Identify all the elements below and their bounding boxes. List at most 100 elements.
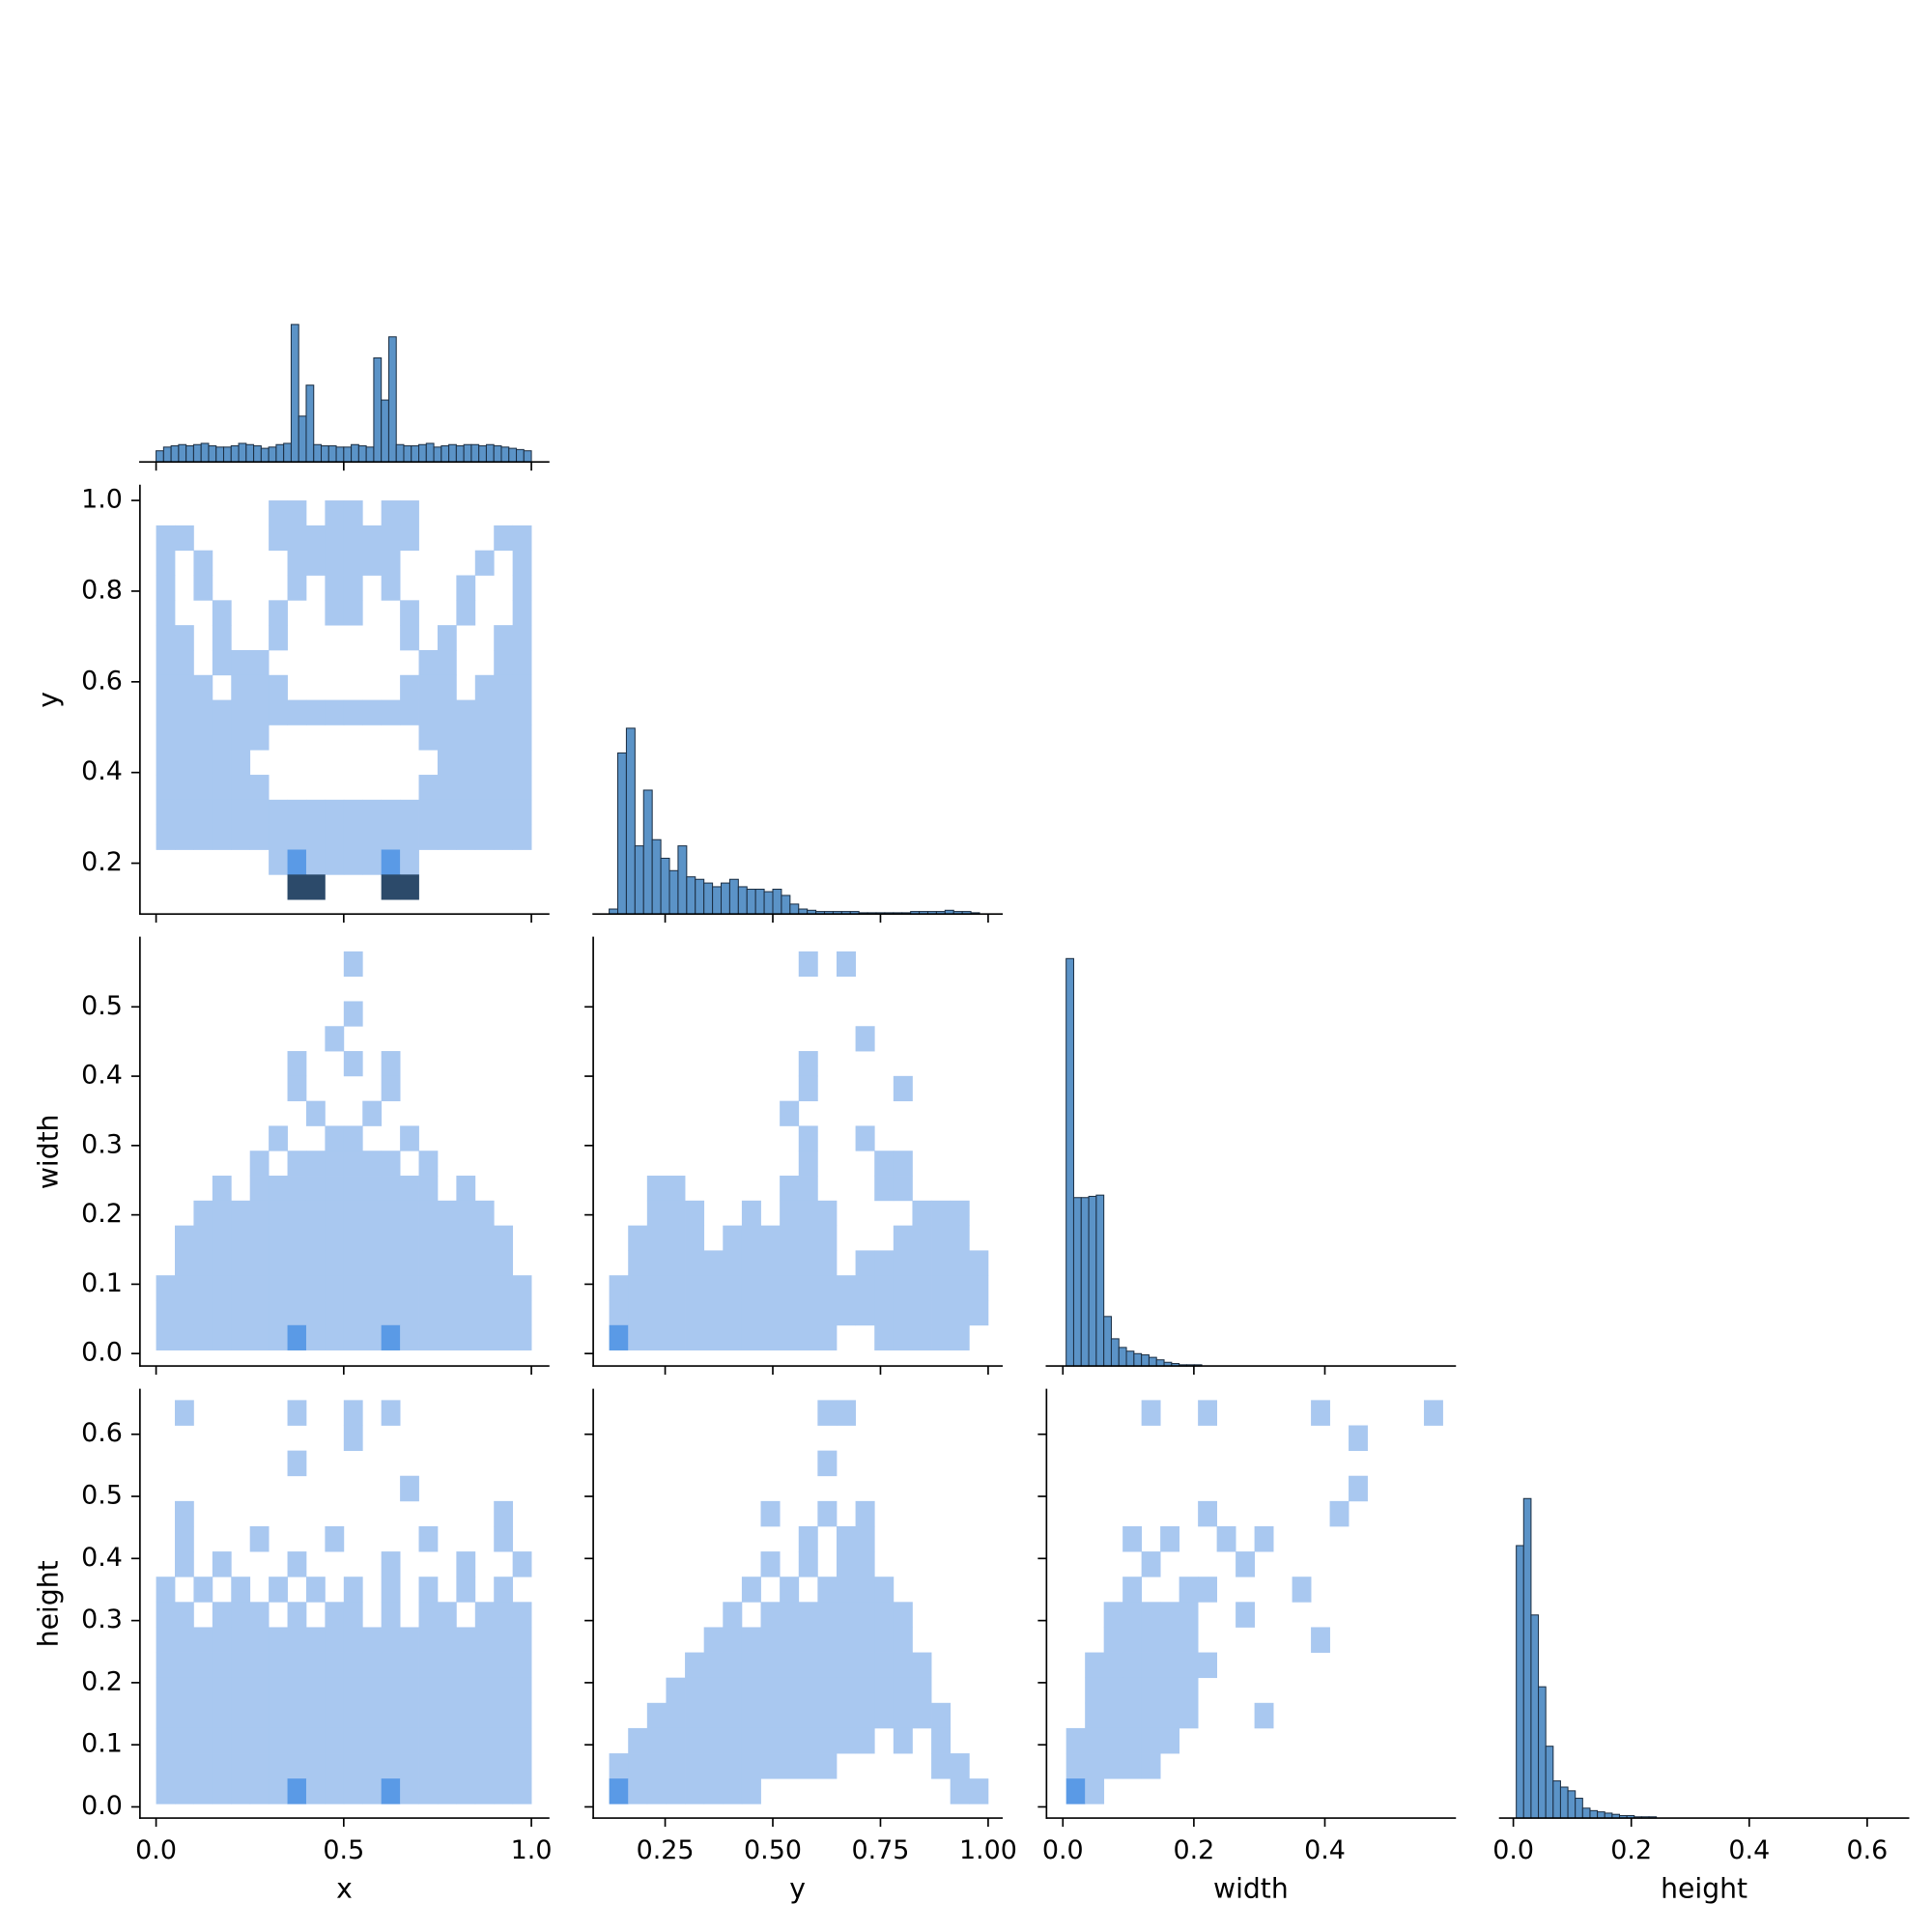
heat-cell — [798, 1225, 818, 1251]
heat-cell — [381, 1176, 401, 1202]
heat-cell — [780, 1300, 800, 1326]
y-tick-label: 0.3 — [81, 1129, 123, 1159]
heat-cell — [175, 699, 194, 725]
heat-cell — [325, 849, 345, 875]
heat-cell — [609, 1275, 629, 1301]
hist-bar — [351, 443, 359, 463]
heat-cell — [474, 775, 495, 801]
heat-cell — [269, 1200, 288, 1227]
hist-bar — [634, 845, 644, 915]
x-tick-label: 0.0 — [1042, 1835, 1084, 1865]
heat-cell — [512, 1300, 532, 1326]
heat-cell — [1085, 1677, 1105, 1704]
hist-bar — [238, 442, 247, 463]
heat-cell — [1103, 1727, 1123, 1754]
heat-cell — [175, 1525, 194, 1552]
heat-cell — [231, 1602, 251, 1628]
heat-cell — [305, 1275, 326, 1301]
hist-bar — [485, 443, 495, 463]
heat-cell — [175, 1400, 194, 1426]
heat-cell — [836, 1677, 856, 1704]
heat-cell — [305, 874, 326, 900]
hist-bar — [290, 324, 299, 463]
heat-cell — [400, 799, 419, 826]
heat-cell — [474, 699, 495, 725]
x-tick-label: 0.25 — [637, 1835, 695, 1865]
heat-cell — [760, 1727, 781, 1754]
heat-cell — [362, 1176, 383, 1202]
heat-cell — [893, 1151, 913, 1177]
heat-cell — [780, 1702, 800, 1729]
heat-cell — [343, 1577, 363, 1603]
heat-cell — [325, 1627, 345, 1653]
x-axis-label: y — [789, 1872, 806, 1904]
heat-cell — [474, 1250, 495, 1276]
heat-cell — [231, 1702, 251, 1729]
heat-cell — [912, 1225, 932, 1251]
heat-cell — [343, 1001, 363, 1027]
heat-cell — [836, 1275, 856, 1301]
heat-cell — [780, 1627, 800, 1653]
heat-cell — [193, 550, 213, 576]
hist-bar — [433, 446, 442, 463]
heat-cell — [400, 874, 419, 900]
heat-cell — [437, 649, 457, 676]
heat-cell — [474, 550, 495, 576]
heat-cell — [456, 1753, 476, 1779]
heat-cell — [912, 1324, 932, 1350]
heat-cell — [249, 1250, 270, 1276]
heat-cell — [628, 1727, 648, 1754]
heat-cell — [343, 1778, 363, 1804]
heat-cell — [269, 849, 288, 875]
heat-cell — [741, 1275, 761, 1301]
heat-cell — [287, 1627, 307, 1653]
heat-cell — [212, 1250, 232, 1276]
heat-cell — [741, 1677, 761, 1704]
heat-cell — [741, 1702, 761, 1729]
heat-cell — [836, 951, 856, 978]
heat-cell — [1122, 1702, 1143, 1729]
heat-cell — [437, 1275, 457, 1301]
heat-cell — [325, 1652, 345, 1679]
heat-cell — [512, 625, 532, 651]
heat-cell — [343, 1250, 363, 1276]
heat-cell — [362, 1100, 383, 1126]
heat-cell — [287, 1176, 307, 1202]
hist-bar — [1538, 1686, 1547, 1819]
heat-cell — [362, 1200, 383, 1227]
heat-cell — [418, 1577, 439, 1603]
y-tick-label: 0.2 — [81, 1199, 123, 1229]
heat-cell — [494, 775, 514, 801]
heat-cell — [817, 1602, 838, 1628]
heat-cell — [1141, 1602, 1161, 1628]
heat-cell — [817, 1652, 838, 1679]
heat-cell — [703, 1702, 724, 1729]
heat-cell — [893, 1602, 913, 1628]
heat-cell — [343, 824, 363, 850]
heat-cell — [817, 1627, 838, 1653]
heat-cell — [325, 824, 345, 850]
heat-cell — [231, 824, 251, 850]
heat-cell — [798, 1753, 818, 1779]
heat-cell — [287, 1450, 307, 1477]
hist-bar — [1125, 1350, 1135, 1367]
heat-cell — [646, 1727, 667, 1754]
heat-cell — [780, 1250, 800, 1276]
heat-cell — [212, 600, 232, 626]
heat-cell — [855, 1702, 875, 1729]
heat-cell — [780, 1176, 800, 1202]
heat-cell — [287, 824, 307, 850]
heat-cell — [723, 1225, 743, 1251]
heat-cell — [456, 1551, 476, 1577]
heat-cell — [456, 1300, 476, 1326]
heat-cell — [212, 1551, 232, 1577]
heat-cell — [836, 1300, 856, 1326]
heat-cell — [685, 1275, 705, 1301]
heat-cell — [249, 1176, 270, 1202]
heat-cell — [305, 1200, 326, 1227]
heat-cell — [494, 625, 514, 651]
heat-cell — [874, 1324, 895, 1350]
heat-cell — [175, 649, 194, 676]
heat-cell — [1179, 1602, 1199, 1628]
